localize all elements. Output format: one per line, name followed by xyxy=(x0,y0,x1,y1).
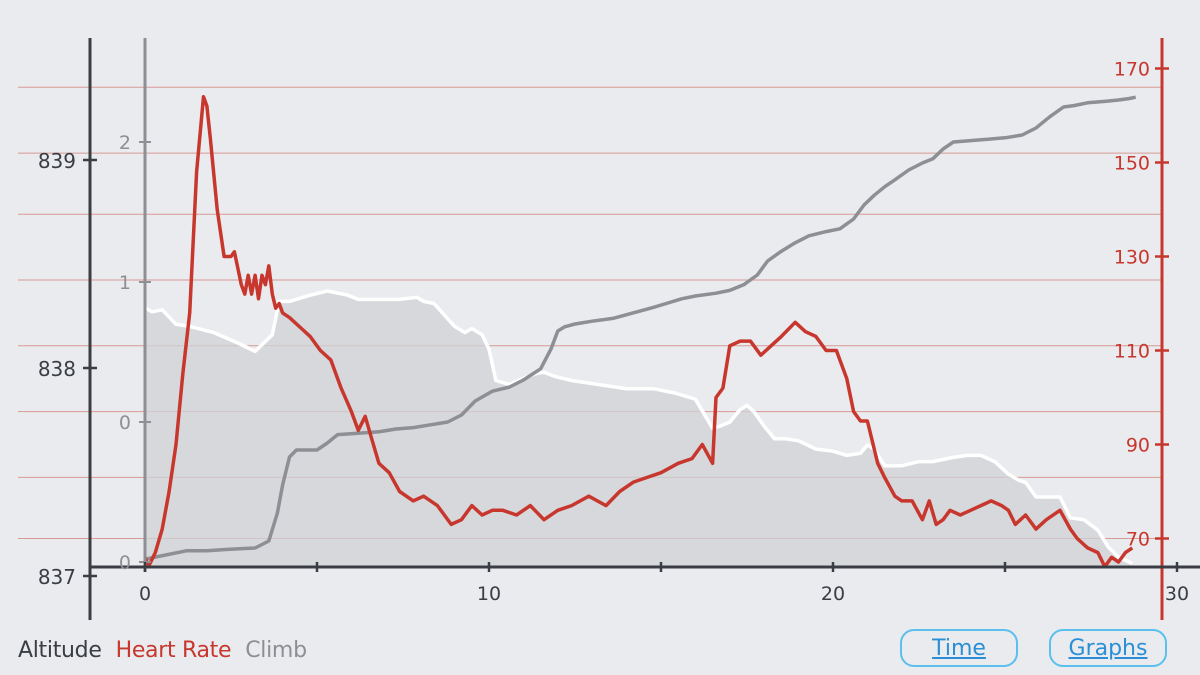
axes xyxy=(88,38,1200,620)
heart-rate-tick-label: 70 xyxy=(1126,529,1150,551)
x-tick-label: 10 xyxy=(477,583,501,605)
legend-climb: Climb xyxy=(245,638,307,663)
altitude-area xyxy=(145,291,1133,567)
time-button[interactable]: Time xyxy=(900,629,1018,667)
heart-rate-tick-label: 130 xyxy=(1114,247,1150,269)
altitude-tick-label: 838 xyxy=(38,357,76,381)
heart-rate-tick-label: 170 xyxy=(1114,59,1150,81)
climb-tick-label: 2 xyxy=(119,132,131,154)
altitude-tick-label: 837 xyxy=(38,565,76,589)
heart-rate-series-line xyxy=(143,94,1134,569)
climb-tick-label: 1 xyxy=(119,272,131,294)
graphs-button[interactable]: Graphs xyxy=(1049,629,1167,667)
legend-altitude: Altitude xyxy=(18,638,102,663)
heart-rate-tick-label: 110 xyxy=(1114,341,1150,363)
x-tick-label: 20 xyxy=(821,583,845,605)
legend: Altitude Heart Rate Climb xyxy=(18,638,321,663)
climb-tick-label: 0 xyxy=(119,552,131,574)
altitude-series-line xyxy=(144,289,1134,566)
heart-rate-tick-label: 150 xyxy=(1114,153,1150,175)
climb-series-line xyxy=(144,95,1137,561)
climb-tick-label: 0 xyxy=(119,412,131,434)
x-tick-label: 0 xyxy=(139,583,151,605)
x-tick-label: 30 xyxy=(1165,583,1189,605)
heart-rate-tick-label: 90 xyxy=(1126,435,1150,457)
legend-heart-rate: Heart Rate xyxy=(115,638,232,663)
altitude-tick-label: 839 xyxy=(38,149,76,173)
